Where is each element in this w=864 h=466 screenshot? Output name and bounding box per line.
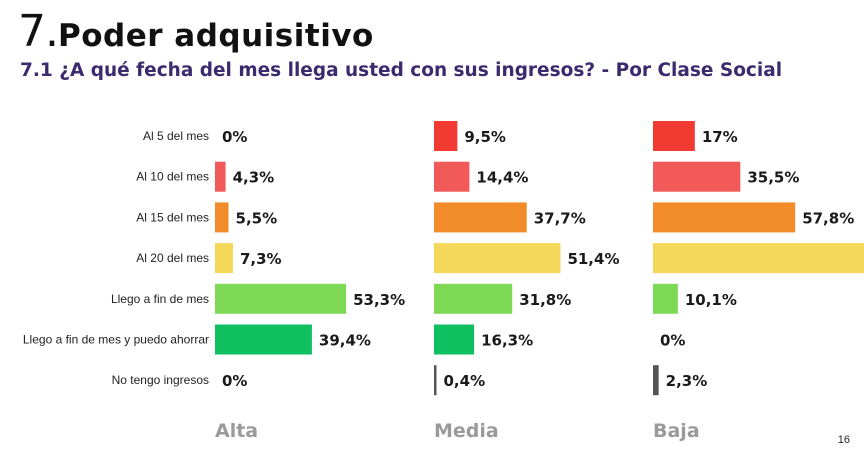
value-label-baja-llego-a-fin-de-mes: 10,1% (685, 291, 737, 309)
value-label-alta-al-20-del-mes: 7,3% (240, 250, 282, 268)
value-label-baja-al-15-del-mes: 57,8% (802, 209, 854, 227)
bar-baja-al-15-del-mes (653, 202, 796, 233)
bar-media-llego-a-fin-de-mes (434, 283, 513, 314)
value-label-media-llego-a-fin-de-mes: 31,8% (519, 291, 571, 309)
bar-alta-al-20-del-mes (215, 243, 233, 274)
category-label-al-10-del-mes: Al 10 del mes (136, 170, 209, 184)
bar-baja-al-20-del-mes (653, 243, 864, 274)
category-label-llego-a-fin-de-mes: Llego a fin de mes (111, 292, 209, 306)
category-label-al-5-del-mes: Al 5 del mes (143, 129, 209, 143)
page-title: 7.Poder adquisitivo (18, 6, 374, 57)
value-label-media-no-tengo-ingresos: 0,4% (444, 372, 486, 390)
bar-alta-llego-a-fin-de-mes-y-puedo-ahorrar (215, 324, 312, 355)
value-label-alta-al-5-del-mes: 0% (222, 128, 247, 146)
value-label-alta-al-10-del-mes: 4,3% (233, 169, 275, 187)
bar-media-no-tengo-ingresos (434, 365, 437, 396)
value-label-baja-llego-a-fin-de-mes-y-puedo-ahorrar: 0% (660, 332, 685, 350)
value-label-baja-al-5-del-mes: 17% (702, 128, 738, 146)
page-number: 16 (837, 434, 850, 446)
series-label-alta: Alta (215, 420, 258, 442)
bar-baja-al-10-del-mes (653, 161, 741, 192)
bar-media-al-5-del-mes (434, 121, 458, 151)
bar-media-al-15-del-mes (434, 202, 527, 233)
bar-baja-no-tengo-ingresos (653, 365, 659, 396)
value-label-media-al-15-del-mes: 37,7% (534, 209, 586, 227)
value-label-baja-no-tengo-ingresos: 2,3% (666, 372, 708, 390)
section-title: Poder adquisitivo (57, 18, 374, 54)
section-number: 7. (18, 6, 59, 57)
bar-alta-al-15-del-mes (215, 202, 229, 233)
value-label-alta-llego-a-fin-de-mes-y-puedo-ahorrar: 39,4% (319, 332, 371, 350)
value-label-alta-llego-a-fin-de-mes: 53,3% (353, 291, 405, 309)
value-label-media-al-20-del-mes: 51,4% (567, 250, 619, 268)
category-label-al-15-del-mes: Al 15 del mes (136, 210, 209, 224)
value-label-media-llego-a-fin-de-mes-y-puedo-ahorrar: 16,3% (481, 332, 533, 350)
value-label-baja-al-10-del-mes: 35,5% (747, 169, 799, 187)
value-label-alta-no-tengo-ingresos: 0% (222, 372, 247, 390)
value-label-media-al-10-del-mes: 14,4% (476, 169, 528, 187)
category-label-al-20-del-mes: Al 20 del mes (136, 251, 209, 265)
bar-media-llego-a-fin-de-mes-y-puedo-ahorrar (434, 324, 475, 355)
category-label-no-tengo-ingresos: No tengo ingresos (112, 373, 209, 387)
series-label-media: Media (434, 420, 499, 442)
chart-subtitle: 7.1 ¿A qué fecha del mes llega usted con… (20, 60, 783, 81)
category-label-llego-a-fin-de-mes-y-puedo-ahorrar: Llego a fin de mes y puedo ahorrar (23, 333, 209, 347)
bar-alta-al-10-del-mes (215, 161, 226, 192)
bar-media-al-20-del-mes (434, 243, 561, 274)
value-label-alta-al-15-del-mes: 5,5% (236, 209, 278, 227)
bar-media-al-10-del-mes (434, 161, 470, 192)
bar-baja-llego-a-fin-de-mes (653, 283, 678, 314)
value-label-media-al-5-del-mes: 9,5% (464, 128, 506, 146)
series-label-baja: Baja (653, 420, 700, 442)
bar-alta-llego-a-fin-de-mes (215, 283, 347, 314)
bar-baja-al-5-del-mes (653, 121, 695, 151)
